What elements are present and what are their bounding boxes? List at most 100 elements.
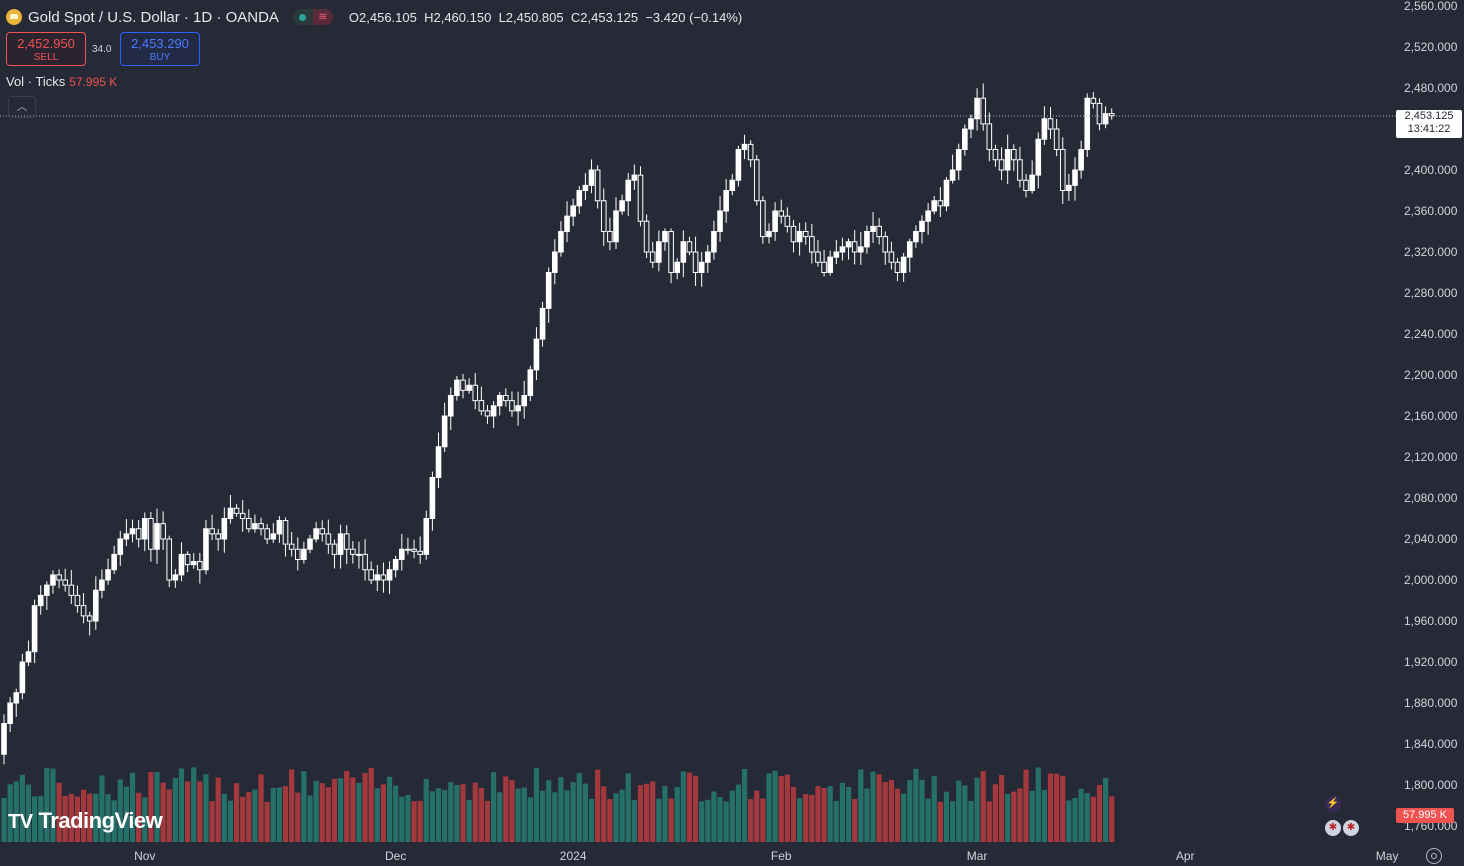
candle-body [74,594,81,607]
volume-bar [1011,791,1017,842]
volume-bar [1035,767,1041,842]
us-flag-icon[interactable]: ✱ [1325,820,1341,836]
volume-bar [1005,793,1011,842]
volume-bar [1066,800,1072,842]
volume-bar [662,785,668,842]
volume-bar [907,780,913,842]
candle-body [399,548,405,560]
volume-bar [148,771,154,842]
candle-body [705,251,711,263]
candle-body [778,210,785,217]
candle-body [307,538,313,550]
volume-bar [839,782,846,842]
candle-body [698,261,705,273]
symbol-title[interactable]: Gold Spot / U.S. Dollar · 1D · OANDA [28,8,279,26]
candle-body [1066,184,1072,191]
candle-body [1090,97,1097,104]
gear-icon[interactable] [1426,848,1442,864]
volume-bar [362,772,368,842]
volume-bar [215,777,221,842]
candle-body [123,533,130,540]
candle-body [331,543,338,555]
volume-bar [111,800,117,842]
volume-bar [760,798,766,842]
chevron-up-icon[interactable]: ︿ [8,96,36,118]
candle-body [1041,118,1048,140]
volume-bar [784,774,790,842]
candle-body [148,518,154,550]
volume-bar [754,790,760,842]
candle-body [294,548,301,560]
candle-body [1029,174,1035,191]
volume-bar [252,789,258,842]
volume-bar [876,774,882,842]
sell-button[interactable]: 2,452.950 SELL [6,32,86,66]
buy-price: 2,453.290 [131,36,189,51]
volume-legend[interactable]: Vol · Ticks 57.995 K [6,74,117,89]
candle-body [392,559,399,571]
volume-bar [588,798,595,842]
candle-body [356,553,362,556]
candle-body [943,179,950,207]
candle-body [637,174,644,222]
price-tick-label: 2,160.000 [1404,409,1458,423]
tradingview-logo[interactable]: TV TradingView [8,808,163,834]
volume-bar [319,783,325,842]
volume-bar [7,784,13,842]
volume-bar [338,778,344,842]
us-flag-icon[interactable]: ✱ [1343,820,1359,836]
candle-body [466,384,472,391]
candle-body [233,507,240,514]
volume-bar [325,787,331,842]
open-value: O2,456.105 [348,9,417,25]
volume-bar [735,784,741,842]
candle-body [533,338,540,371]
gold-logo-icon [6,9,22,25]
volume-bar [723,801,729,842]
volume-bar [313,780,319,842]
candle-body [515,405,521,412]
candle-body [827,256,834,273]
candle-body [1004,149,1011,171]
candle-body [747,143,754,161]
volume-bar [429,791,435,842]
market-status[interactable]: ≋ [292,9,333,25]
candle-body [111,553,117,571]
candle-body [968,118,974,130]
volume-bar [913,768,919,842]
volume-bar [154,771,160,842]
volume-bar [766,773,772,842]
lightning-event-icon[interactable]: ⚡ [1325,796,1341,812]
volume-bar [87,793,93,842]
candle-body [888,251,895,263]
high-value: H2,460.150 [424,9,492,25]
ohlc-values: O2,456.105 H2,460.150 L2,450.805 C2,453.… [349,10,742,25]
candle-body [1035,138,1042,176]
candle-body [821,261,827,273]
close-value: C2,453.125 [570,9,639,25]
volume-bar [13,781,19,842]
volume-bar [405,794,411,842]
volume-bar [105,794,111,842]
volume-bar [539,790,546,842]
volume-bar [741,768,748,842]
candle-body [870,225,876,232]
candle-body [668,231,674,273]
candle-body [239,512,246,519]
spread-value: 34.0 [92,44,112,55]
volume-bar [411,801,417,842]
candle-body [319,528,326,535]
candle-body [441,415,448,448]
time-tick-label: Nov [134,849,155,863]
candle-body [527,369,534,396]
buy-button[interactable]: 2,453.290 BUY [120,32,200,66]
volume-bar [1072,797,1078,842]
volume-bar [142,797,148,842]
candle-body [203,528,209,571]
candle-body [833,251,840,258]
candle-body [252,523,258,530]
sell-label: SELL [33,52,59,63]
last-volume-tag: 57.995 K [1396,808,1454,823]
candle-body [931,200,938,212]
